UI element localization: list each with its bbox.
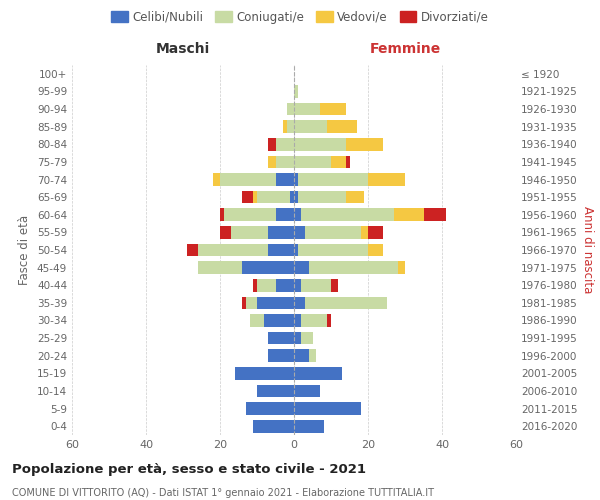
Bar [268, 350, 294, 362]
Bar [294, 85, 298, 98]
Bar [257, 384, 294, 398]
Bar [294, 244, 298, 256]
Bar [257, 296, 294, 309]
Bar [268, 226, 294, 238]
Bar [275, 173, 294, 186]
Bar [275, 138, 294, 150]
Bar [294, 208, 301, 221]
Bar [198, 262, 242, 274]
Bar [294, 120, 328, 133]
Bar [265, 314, 294, 327]
Bar [298, 173, 368, 186]
Bar [253, 191, 257, 203]
Bar [294, 402, 361, 415]
Text: Popolazione per età, sesso e stato civile - 2021: Popolazione per età, sesso e stato civil… [12, 462, 366, 475]
Bar [331, 279, 338, 291]
Bar [346, 138, 383, 150]
Bar [301, 332, 313, 344]
Bar [242, 262, 294, 274]
Bar [394, 208, 424, 221]
Bar [294, 226, 305, 238]
Bar [198, 244, 268, 256]
Bar [257, 191, 290, 203]
Bar [301, 314, 328, 327]
Bar [275, 156, 294, 168]
Bar [242, 191, 253, 203]
Bar [250, 314, 265, 327]
Bar [301, 279, 331, 291]
Bar [220, 226, 231, 238]
Bar [294, 350, 309, 362]
Y-axis label: Anni di nascita: Anni di nascita [581, 206, 594, 294]
Bar [253, 420, 294, 432]
Bar [305, 296, 386, 309]
Bar [368, 226, 383, 238]
Bar [220, 173, 275, 186]
Bar [268, 332, 294, 344]
Bar [298, 244, 368, 256]
Bar [253, 279, 257, 291]
Bar [275, 208, 294, 221]
Bar [287, 102, 294, 116]
Bar [294, 279, 301, 291]
Bar [328, 120, 357, 133]
Bar [294, 296, 305, 309]
Bar [283, 120, 287, 133]
Bar [301, 208, 394, 221]
Bar [368, 173, 405, 186]
Bar [268, 138, 275, 150]
Bar [424, 208, 446, 221]
Text: Maschi: Maschi [156, 42, 210, 56]
Bar [246, 296, 257, 309]
Legend: Celibi/Nubili, Coniugati/e, Vedovi/e, Divorziati/e: Celibi/Nubili, Coniugati/e, Vedovi/e, Di… [106, 6, 494, 28]
Bar [220, 208, 224, 221]
Bar [294, 367, 342, 380]
Bar [294, 420, 323, 432]
Bar [294, 384, 320, 398]
Bar [368, 244, 383, 256]
Bar [320, 102, 346, 116]
Text: COMUNE DI VITTORITO (AQ) - Dati ISTAT 1° gennaio 2021 - Elaborazione TUTTITALIA.: COMUNE DI VITTORITO (AQ) - Dati ISTAT 1°… [12, 488, 434, 498]
Bar [231, 226, 268, 238]
Bar [294, 173, 298, 186]
Bar [242, 296, 246, 309]
Bar [224, 208, 275, 221]
Bar [398, 262, 405, 274]
Bar [246, 402, 294, 415]
Y-axis label: Fasce di età: Fasce di età [19, 215, 31, 285]
Bar [268, 156, 275, 168]
Bar [212, 173, 220, 186]
Bar [298, 191, 346, 203]
Bar [235, 367, 294, 380]
Bar [287, 120, 294, 133]
Bar [294, 156, 331, 168]
Bar [294, 262, 309, 274]
Bar [290, 191, 294, 203]
Bar [331, 156, 346, 168]
Bar [328, 314, 331, 327]
Bar [268, 244, 294, 256]
Bar [257, 279, 275, 291]
Bar [294, 314, 301, 327]
Bar [187, 244, 198, 256]
Text: Femmine: Femmine [370, 42, 440, 56]
Bar [294, 102, 320, 116]
Bar [275, 279, 294, 291]
Bar [361, 226, 368, 238]
Bar [309, 262, 398, 274]
Bar [294, 191, 298, 203]
Bar [346, 156, 349, 168]
Bar [294, 138, 346, 150]
Bar [305, 226, 361, 238]
Bar [294, 332, 301, 344]
Bar [309, 350, 316, 362]
Bar [346, 191, 364, 203]
